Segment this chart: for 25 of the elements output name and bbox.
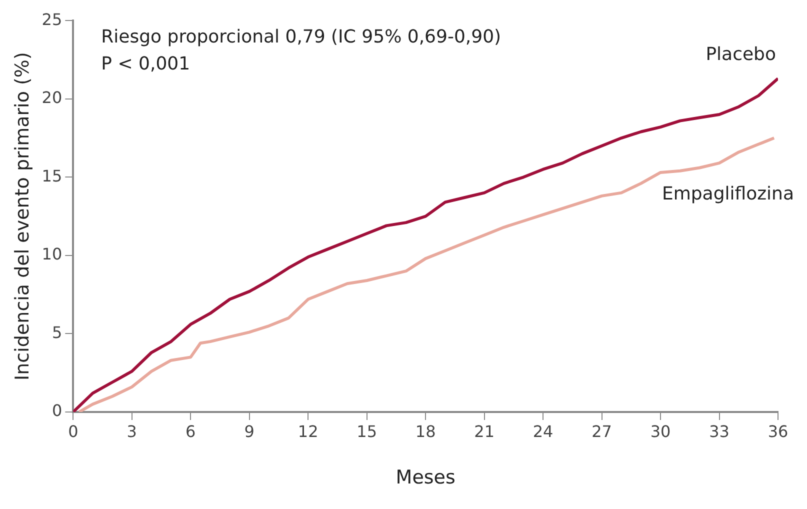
x-tick-label: 30 — [650, 422, 671, 441]
x-tick-label: 0 — [68, 422, 78, 441]
x-tick-label: 27 — [592, 422, 612, 441]
y-tick-label: 20 — [42, 88, 62, 108]
x-tick-label: 18 — [415, 422, 436, 441]
annotation: P < 0,001 — [101, 53, 190, 74]
y-tick-label: 0 — [52, 401, 62, 420]
y-tick-label: 10 — [42, 244, 62, 264]
y-tick-label: 5 — [52, 322, 62, 342]
series-label: Placebo — [706, 44, 776, 66]
y-tick-label: 25 — [42, 10, 62, 29]
x-axis-title: Meses — [396, 466, 456, 489]
x-tick-label: 15 — [356, 422, 378, 441]
y-tick-label: 15 — [42, 166, 62, 186]
x-tick-label: 3 — [126, 422, 137, 441]
series-label: Empagliflozina — [662, 184, 794, 205]
x-tick-label: 21 — [474, 422, 494, 441]
y-axis-title: Incidencia del evento primario (%) — [11, 52, 34, 380]
x-tick-label: 36 — [768, 422, 788, 441]
x-tick-label: 6 — [186, 422, 196, 441]
x-tick-label: 33 — [709, 422, 730, 441]
x-tick-label: 12 — [298, 422, 318, 441]
x-tick-label: 24 — [532, 422, 554, 441]
x-tick-label: 9 — [244, 422, 254, 441]
annotation: Riesgo proporcional 0,79 (IC 95% 0,69-0,90) — [101, 26, 502, 48]
